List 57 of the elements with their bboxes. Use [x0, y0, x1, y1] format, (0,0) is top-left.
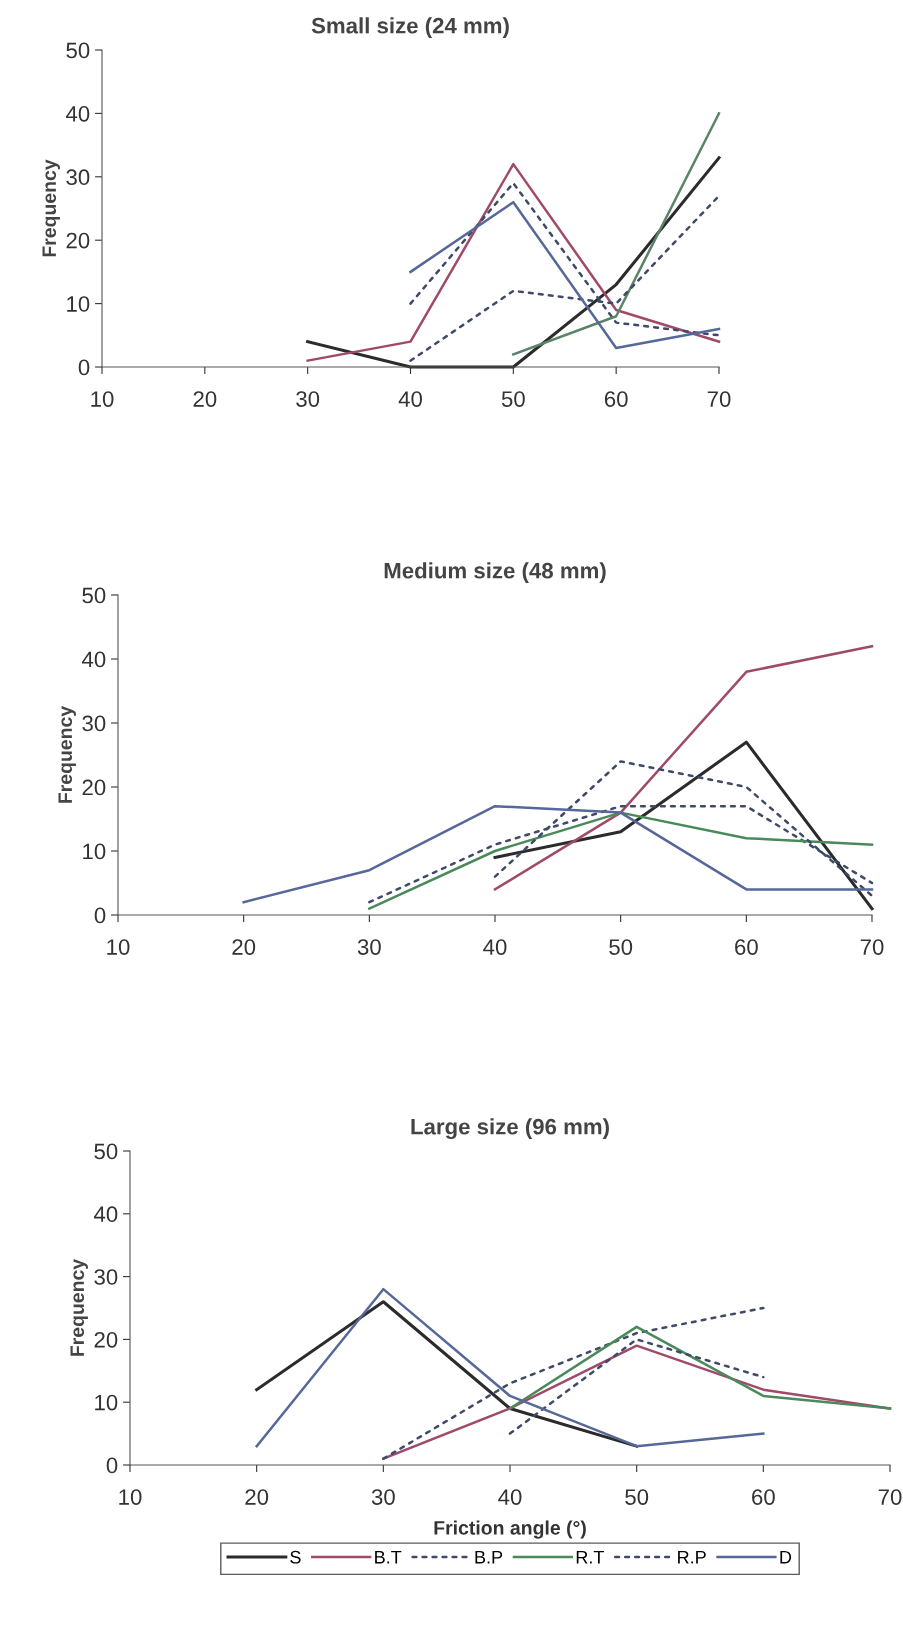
- y-tick-label: 10: [95, 1394, 118, 1411]
- y-axis-title: Frequency: [70, 1258, 88, 1356]
- y-tick-label: 30: [82, 715, 106, 732]
- y-tick-label: 20: [66, 232, 90, 249]
- x-tick-label: 70: [707, 391, 731, 407]
- chart-title: Large size (96 mm): [411, 1118, 609, 1140]
- x-tick-label: 40: [483, 939, 507, 955]
- x-tick-label: 10: [119, 1489, 142, 1505]
- y-tick-label: 40: [93, 1206, 118, 1223]
- x-tick-label: 70: [860, 939, 884, 955]
- x-tick-label: 30: [371, 1489, 395, 1505]
- line-series: [493, 644, 874, 891]
- x-tick-label: 30: [296, 391, 320, 407]
- legend-label: D: [780, 1550, 792, 1564]
- y-axis-title: Frequency: [58, 705, 76, 803]
- y-axis-title: Frequency: [42, 159, 60, 257]
- legend-label: S: [290, 1550, 301, 1564]
- x-tick-label: 40: [398, 391, 422, 407]
- y-tick-label: 50: [82, 587, 106, 604]
- y-tick-label: 10: [67, 296, 90, 312]
- x-tick-label: 10: [107, 939, 130, 955]
- y-tick-label: 0: [94, 907, 106, 924]
- x-tick-label: 20: [245, 1489, 269, 1505]
- y-tick-label: 10: [83, 843, 106, 860]
- y-tick-label: 50: [94, 1143, 118, 1160]
- legend-label: R.T: [576, 1550, 604, 1564]
- x-tick-label: 70: [878, 1489, 902, 1505]
- x-tick-label: 50: [609, 939, 633, 955]
- x-tick-label: 50: [501, 391, 525, 407]
- x-tick-label: 40: [498, 1489, 522, 1505]
- y-tick-label: 20: [94, 1331, 118, 1348]
- x-tick-label: 20: [232, 939, 256, 955]
- line-series: [242, 804, 874, 904]
- x-tick-label: 30: [357, 939, 381, 955]
- legend-label: R.P: [678, 1550, 706, 1564]
- x-tick-label: 60: [604, 391, 628, 407]
- y-tick-label: 40: [65, 105, 90, 122]
- x-tick-label: 60: [735, 939, 758, 955]
- y-tick-label: 30: [66, 169, 90, 186]
- x-tick-label: 50: [625, 1489, 649, 1505]
- legend-label: B.T: [375, 1550, 402, 1564]
- y-tick-label: 30: [94, 1269, 118, 1285]
- legend-label: B.P: [475, 1550, 503, 1564]
- y-tick-label: 0: [78, 359, 90, 376]
- line-series: [382, 1306, 765, 1460]
- x-axis-title: Friction angle (°): [434, 1520, 586, 1539]
- line-series: [255, 1287, 765, 1448]
- y-tick-label: 50: [66, 42, 90, 59]
- chart-title: Small size (24 mm): [311, 17, 509, 38]
- line-series: [255, 1300, 639, 1448]
- x-tick-label: 20: [193, 391, 217, 407]
- y-tick-label: 20: [82, 779, 106, 796]
- line-series: [493, 740, 874, 911]
- x-tick-label: 60: [752, 1489, 775, 1505]
- y-tick-label: 0: [106, 1457, 118, 1474]
- y-tick-label: 40: [81, 651, 106, 668]
- chart-title: Medium size (48 mm): [384, 562, 606, 583]
